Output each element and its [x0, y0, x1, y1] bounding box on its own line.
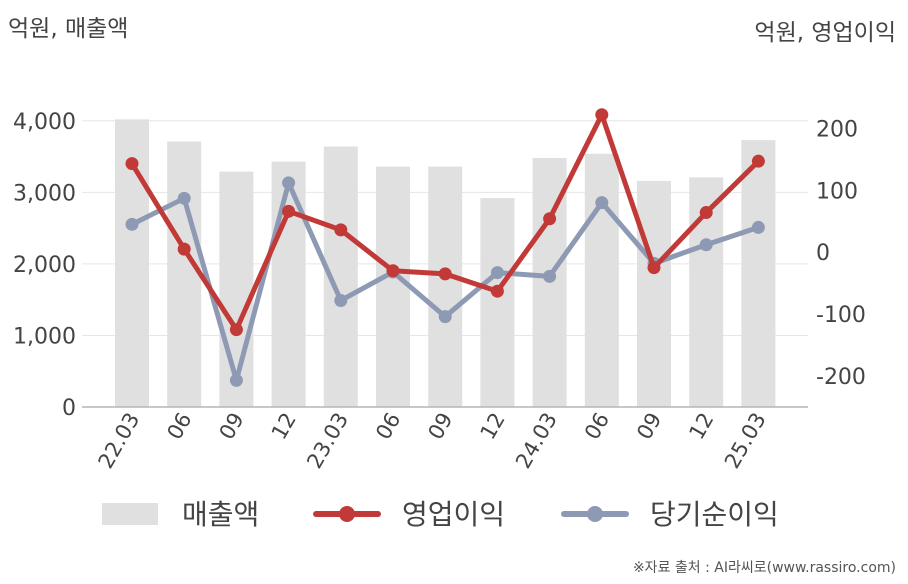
legend-swatch [102, 503, 158, 525]
x-tick-label: 12 [476, 409, 510, 444]
data-point [438, 310, 452, 324]
legend-label: 매출액 [182, 498, 259, 531]
legend: 매출액 영업이익 당기순이익 [102, 498, 779, 531]
right-tick-label: -200 [816, 365, 866, 390]
data-point [595, 196, 609, 210]
data-point [490, 266, 504, 280]
right-tick-label: -100 [816, 303, 866, 328]
right-axis-ticks: -200 -100 0 100 200 [816, 117, 866, 390]
x-tick-label: 12 [267, 409, 301, 444]
bar [584, 153, 619, 407]
x-tick-label: 09 [423, 409, 457, 444]
bar [480, 198, 515, 407]
legend-marker [587, 506, 603, 522]
right-tick-label: 0 [816, 241, 830, 266]
legend-label: 당기순이익 [650, 498, 779, 531]
right-tick-label: 100 [816, 179, 858, 204]
data-point [751, 220, 765, 234]
source-credit: ※자료 출처 : AI라씨로(www.rassiro.com) [633, 560, 896, 576]
legend-marker [339, 506, 355, 522]
right-tick-label: 200 [816, 117, 858, 142]
bar [271, 161, 306, 407]
data-point [647, 261, 661, 275]
data-point [334, 223, 348, 237]
data-point [125, 217, 139, 231]
x-tick-label: 09 [215, 409, 249, 444]
x-tick-label: 09 [632, 409, 666, 444]
bar [219, 171, 254, 407]
bar [167, 141, 202, 408]
data-point [125, 157, 139, 171]
data-point [229, 373, 243, 387]
data-point [543, 269, 557, 283]
x-tick-label: 25.03 [720, 409, 771, 473]
left-axis-label: 억원, 매출액 [8, 16, 128, 42]
bar [637, 180, 671, 407]
x-tick-label: 12 [684, 409, 718, 444]
x-tick-label: 06 [162, 409, 196, 444]
x-axis-ticks: 22.03 06 09 12 23.03 06 09 12 24.03 06 09 12 25.03 [93, 409, 770, 473]
line-series [125, 108, 765, 387]
left-axis-ticks: 0 1,000 2,000 3,000 4,000 [13, 110, 76, 421]
data-point [490, 284, 504, 298]
x-tick-label: 23.03 [302, 409, 353, 473]
data-point [282, 204, 296, 218]
data-point [543, 212, 557, 226]
data-point [177, 242, 191, 256]
x-tick-label: 06 [580, 409, 614, 444]
x-tick-label: 22.03 [93, 409, 144, 473]
data-point [177, 191, 191, 205]
bar-series [115, 119, 776, 408]
data-point [386, 264, 400, 278]
right-axis-label: 억원, 영업이익 [754, 20, 896, 46]
data-point [699, 206, 713, 220]
data-point [282, 176, 296, 190]
legend-label: 영업이익 [402, 498, 505, 531]
data-point [229, 323, 243, 337]
bar [741, 140, 776, 407]
bar [376, 166, 410, 407]
bar [428, 166, 463, 407]
x-tick-label: 24.03 [511, 409, 562, 473]
left-tick-label: 3,000 [13, 181, 76, 206]
left-tick-label: 4,000 [13, 110, 76, 135]
left-tick-label: 1,000 [13, 324, 76, 349]
data-point [699, 238, 713, 252]
data-point [438, 267, 452, 281]
left-tick-label: 2,000 [13, 253, 76, 278]
data-point [751, 154, 765, 168]
left-tick-label: 0 [62, 396, 76, 421]
data-point [334, 293, 348, 307]
data-point [595, 108, 609, 122]
x-tick-label: 06 [371, 409, 405, 444]
